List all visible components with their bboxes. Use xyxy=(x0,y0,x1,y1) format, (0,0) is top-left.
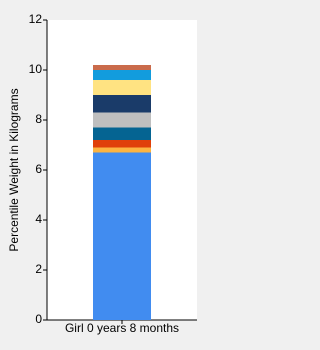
bar-segment xyxy=(93,112,151,128)
y-tick-label: 6 xyxy=(35,162,42,176)
bar-segment xyxy=(93,140,151,148)
bar-segment xyxy=(93,70,151,80)
bar-segment xyxy=(93,152,151,320)
y-tick-label: 8 xyxy=(35,112,42,126)
bar-segment xyxy=(93,65,151,70)
y-tick-label: 2 xyxy=(35,262,42,276)
bar-segment xyxy=(93,80,151,95)
y-axis-label: Percentile Weight in Kilograms xyxy=(7,88,21,251)
y-tick-label: 4 xyxy=(35,212,42,226)
x-tick-label: Girl 0 years 8 months xyxy=(65,321,179,335)
y-tick-label: 10 xyxy=(29,62,43,76)
bar-segment xyxy=(93,147,151,153)
chart: Percentile Weight in Kilograms 0 2 4 6 8 10 12… xyxy=(7,12,197,335)
y-tick-label: 0 xyxy=(35,312,42,326)
bar-segment xyxy=(93,127,151,140)
y-tick-label: 12 xyxy=(29,12,43,26)
bar-segment xyxy=(93,95,151,113)
